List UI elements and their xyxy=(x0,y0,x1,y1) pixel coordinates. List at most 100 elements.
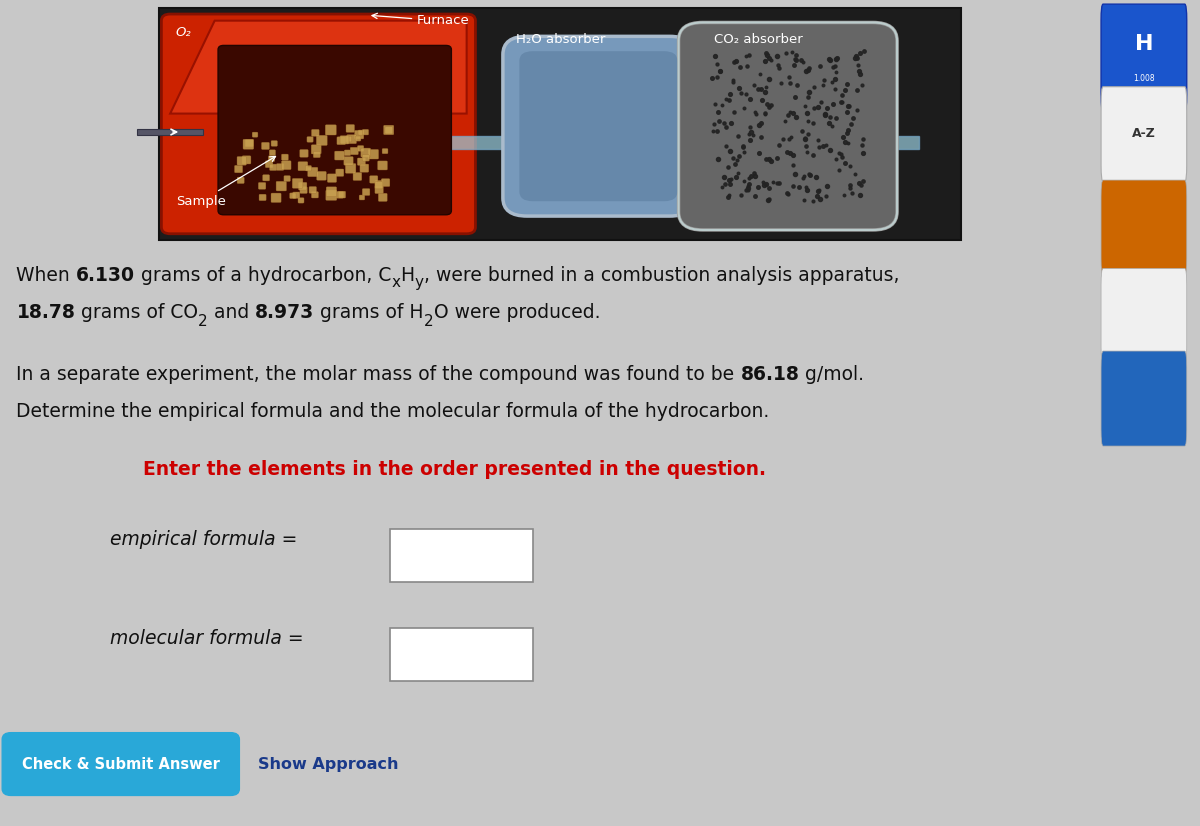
FancyBboxPatch shape xyxy=(305,165,312,171)
FancyBboxPatch shape xyxy=(378,193,388,202)
Bar xyxy=(390,628,533,681)
FancyBboxPatch shape xyxy=(244,140,253,150)
FancyBboxPatch shape xyxy=(1102,351,1187,446)
Text: Check & Submit Answer: Check & Submit Answer xyxy=(22,757,220,771)
FancyBboxPatch shape xyxy=(354,131,364,139)
FancyBboxPatch shape xyxy=(370,176,378,183)
FancyBboxPatch shape xyxy=(262,142,269,150)
FancyBboxPatch shape xyxy=(382,149,388,154)
Bar xyxy=(422,136,919,149)
Text: x: x xyxy=(391,275,401,291)
Text: A-Z: A-Z xyxy=(1132,127,1156,140)
FancyBboxPatch shape xyxy=(300,187,307,193)
FancyBboxPatch shape xyxy=(326,187,337,197)
FancyBboxPatch shape xyxy=(337,137,346,145)
FancyBboxPatch shape xyxy=(300,150,308,157)
FancyBboxPatch shape xyxy=(374,182,383,189)
FancyBboxPatch shape xyxy=(218,45,451,215)
FancyBboxPatch shape xyxy=(293,192,300,198)
FancyBboxPatch shape xyxy=(344,150,350,155)
Text: y: y xyxy=(415,275,424,291)
Text: grams of H: grams of H xyxy=(314,303,424,322)
Text: 1.008: 1.008 xyxy=(1133,74,1154,83)
Text: Sample: Sample xyxy=(175,156,276,208)
FancyBboxPatch shape xyxy=(358,145,364,151)
FancyBboxPatch shape xyxy=(1102,4,1187,112)
FancyBboxPatch shape xyxy=(520,51,678,202)
Text: H: H xyxy=(401,266,415,285)
FancyBboxPatch shape xyxy=(336,169,343,177)
FancyBboxPatch shape xyxy=(678,22,898,230)
FancyBboxPatch shape xyxy=(317,135,328,145)
FancyBboxPatch shape xyxy=(385,127,392,134)
FancyBboxPatch shape xyxy=(269,156,275,162)
Text: Determine the empirical formula and the molecular formula of the hydrocarbon.: Determine the empirical formula and the … xyxy=(17,402,769,421)
FancyBboxPatch shape xyxy=(1102,87,1187,182)
FancyBboxPatch shape xyxy=(312,130,319,136)
Text: Enter the elements in the order presented in the question.: Enter the elements in the order presente… xyxy=(143,460,766,479)
Text: Furnace: Furnace xyxy=(372,13,470,27)
Text: H: H xyxy=(1135,34,1153,54)
FancyBboxPatch shape xyxy=(299,183,307,190)
Text: grams of CO: grams of CO xyxy=(76,303,198,322)
Text: empirical formula =: empirical formula = xyxy=(110,530,298,549)
FancyBboxPatch shape xyxy=(361,148,371,157)
FancyBboxPatch shape xyxy=(328,173,336,183)
Bar xyxy=(137,129,203,135)
FancyBboxPatch shape xyxy=(270,164,277,170)
FancyBboxPatch shape xyxy=(382,178,390,187)
FancyBboxPatch shape xyxy=(374,186,383,193)
FancyBboxPatch shape xyxy=(284,176,290,182)
FancyBboxPatch shape xyxy=(384,126,394,135)
FancyBboxPatch shape xyxy=(336,192,343,198)
FancyBboxPatch shape xyxy=(359,195,365,200)
FancyBboxPatch shape xyxy=(1102,268,1187,363)
FancyBboxPatch shape xyxy=(368,150,378,159)
FancyBboxPatch shape xyxy=(307,136,313,142)
Text: In a separate experiment, the molar mass of the compound was found to be: In a separate experiment, the molar mass… xyxy=(17,365,740,384)
FancyBboxPatch shape xyxy=(2,733,239,795)
FancyBboxPatch shape xyxy=(238,157,246,165)
FancyBboxPatch shape xyxy=(271,140,277,146)
FancyBboxPatch shape xyxy=(258,183,266,189)
FancyBboxPatch shape xyxy=(362,130,368,135)
FancyBboxPatch shape xyxy=(346,125,354,132)
Text: H₂O absorber: H₂O absorber xyxy=(516,33,606,46)
FancyBboxPatch shape xyxy=(312,192,318,198)
FancyBboxPatch shape xyxy=(245,140,253,147)
Text: O₂: O₂ xyxy=(175,26,192,39)
FancyBboxPatch shape xyxy=(269,150,276,155)
FancyBboxPatch shape xyxy=(362,154,370,161)
FancyBboxPatch shape xyxy=(259,194,266,201)
FancyBboxPatch shape xyxy=(358,130,364,135)
FancyBboxPatch shape xyxy=(347,135,356,144)
Bar xyxy=(670,136,697,148)
FancyBboxPatch shape xyxy=(293,178,302,188)
Text: molecular formula =: molecular formula = xyxy=(110,629,304,648)
FancyBboxPatch shape xyxy=(310,187,317,193)
Text: , were burned in a combustion analysis apparatus,: , were burned in a combustion analysis a… xyxy=(424,266,899,285)
FancyBboxPatch shape xyxy=(238,177,244,183)
FancyBboxPatch shape xyxy=(265,161,272,168)
FancyBboxPatch shape xyxy=(271,193,281,202)
Text: 2: 2 xyxy=(424,314,433,330)
FancyBboxPatch shape xyxy=(355,136,361,141)
FancyBboxPatch shape xyxy=(362,188,370,196)
FancyBboxPatch shape xyxy=(263,175,270,181)
FancyBboxPatch shape xyxy=(353,173,361,180)
Text: 18.78: 18.78 xyxy=(17,303,76,322)
FancyBboxPatch shape xyxy=(276,164,284,170)
FancyBboxPatch shape xyxy=(298,162,307,171)
Text: CO₂ absorber: CO₂ absorber xyxy=(714,33,803,46)
FancyBboxPatch shape xyxy=(298,197,304,203)
Text: grams of a hydrocarbon, C: grams of a hydrocarbon, C xyxy=(136,266,391,285)
FancyBboxPatch shape xyxy=(307,168,318,177)
Polygon shape xyxy=(170,21,467,113)
FancyBboxPatch shape xyxy=(335,151,344,160)
Text: 8.973: 8.973 xyxy=(256,303,314,322)
Text: and: and xyxy=(208,303,256,322)
FancyBboxPatch shape xyxy=(242,156,251,164)
FancyBboxPatch shape xyxy=(313,151,320,158)
Text: 86.18: 86.18 xyxy=(740,365,799,384)
Text: O were produced.: O were produced. xyxy=(433,303,600,322)
